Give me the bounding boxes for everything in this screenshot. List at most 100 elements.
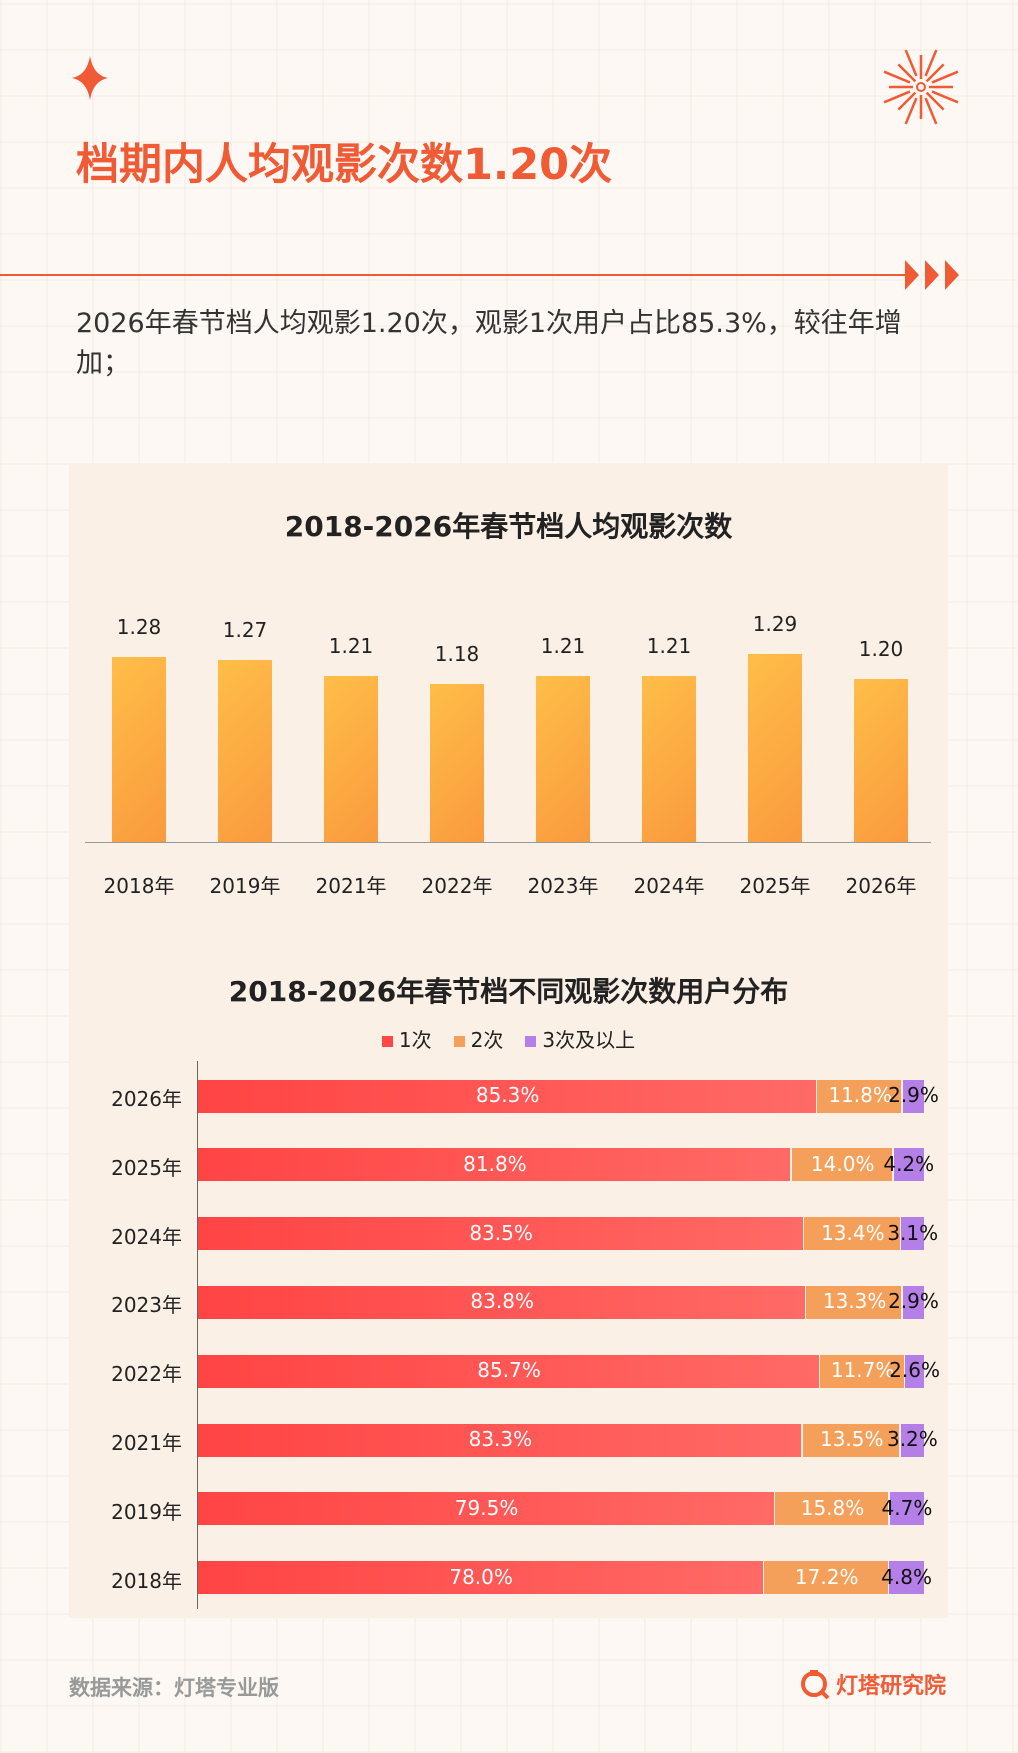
legend-item: 3次及以上 — [525, 1024, 635, 1053]
x-tick-label: 2019年 — [209, 874, 281, 898]
data-label: 83.3% — [468, 1427, 533, 1451]
bar — [748, 654, 802, 842]
data-label: 2.6% — [889, 1358, 940, 1383]
arrows-icon — [905, 260, 959, 290]
subtitle: 2026年春节档人均观影1.20次，观影1次用户占比85.3%，较往年增加； — [76, 308, 902, 379]
bar-segment — [791, 1148, 892, 1182]
page-title: 档期内人均观影次数1.20次 — [76, 140, 613, 190]
x-tick-label: 2022年 — [421, 874, 493, 898]
legend: 1次 2次 3次及以上 — [69, 1024, 948, 1053]
data-label: 4.2% — [883, 1151, 935, 1176]
data-label: 1.21 — [646, 634, 692, 659]
x-tick-label: 2024年 — [633, 874, 705, 898]
data-label: 78.0% — [449, 1564, 513, 1589]
x-axis — [85, 842, 931, 843]
y-tick-label: 2025年 — [111, 1155, 182, 1180]
bar-segment — [902, 1285, 924, 1319]
bar-segment — [198, 1423, 802, 1457]
bar-segment — [198, 1354, 819, 1388]
data-label: 2.9% — [888, 1289, 939, 1314]
bar-segment — [893, 1148, 924, 1182]
data-label: 2.9% — [888, 1083, 939, 1107]
bar-segment — [902, 1079, 924, 1113]
data-label: 1.21 — [328, 634, 374, 659]
firework-icon — [883, 49, 959, 125]
bar-segment — [806, 1285, 902, 1319]
bar-segment — [905, 1354, 924, 1388]
y-tick-label: 2019年 — [111, 1499, 182, 1524]
data-label: 1.21 — [540, 634, 586, 659]
sparkle-icon — [72, 56, 108, 100]
y-tick-label: 2026年 — [111, 1087, 182, 1111]
x-tick-label: 2018年 — [103, 874, 175, 898]
chart1-title: 2018-2026年春节档人均观影次数 — [284, 510, 733, 543]
y-tick-label: 2021年 — [111, 1431, 182, 1455]
bar-segment — [900, 1423, 924, 1457]
lighthouse-logo-icon — [801, 1670, 830, 1700]
data-label: 1.27 — [222, 617, 268, 642]
x-tick-label: 2025年 — [739, 874, 811, 898]
bar-segment — [198, 1148, 791, 1182]
data-label: 1.18 — [434, 642, 480, 667]
data-label: 14.0% — [810, 1151, 875, 1176]
data-source: 数据来源：灯塔专业版 — [69, 1676, 279, 1700]
bar — [324, 676, 378, 842]
chart2-title: 2018-2026年春节档不同观影次数用户分布 — [228, 975, 789, 1008]
data-label: 1.28 — [116, 615, 162, 640]
logo-text: 灯塔研究院 — [836, 1674, 947, 1699]
bar-segment — [817, 1079, 902, 1113]
data-label: 17.2% — [794, 1564, 859, 1589]
data-label: 85.3% — [475, 1083, 540, 1107]
y-tick-label: 2023年 — [111, 1293, 182, 1318]
data-label: 3.2% — [886, 1427, 938, 1451]
y-tick-label: 2024年 — [111, 1224, 182, 1249]
bar-segment — [889, 1492, 924, 1526]
logo: 灯塔研究院 — [800, 1668, 946, 1700]
data-label: 79.5% — [454, 1495, 519, 1520]
bar-segment — [889, 1561, 924, 1595]
legend-label: 1次 — [398, 1028, 432, 1052]
data-label: 1.20 — [858, 636, 904, 661]
data-label: 15.8% — [800, 1495, 865, 1520]
bar-segment — [198, 1079, 816, 1113]
legend-label: 3次及以上 — [542, 1028, 636, 1052]
bar — [536, 676, 590, 842]
bar-segment — [901, 1217, 924, 1251]
bar-segment — [775, 1492, 889, 1526]
data-label: 81.8% — [463, 1151, 527, 1176]
data-label: 4.8% — [881, 1564, 932, 1589]
legend-item: 1次 — [381, 1024, 432, 1053]
data-label: 83.8% — [470, 1289, 534, 1314]
data-label: 11.7% — [830, 1358, 895, 1383]
bar — [112, 657, 166, 842]
data-label: 13.4% — [821, 1220, 885, 1245]
bar-segment — [198, 1217, 803, 1251]
legend-item: 2次 — [453, 1024, 504, 1053]
bar — [642, 676, 696, 842]
bar — [854, 678, 908, 842]
y-tick-label: 2022年 — [111, 1362, 182, 1387]
data-label: 11.8% — [828, 1083, 892, 1107]
legend-label: 2次 — [470, 1028, 504, 1052]
bar-segment — [764, 1561, 888, 1595]
bar-segment — [198, 1492, 774, 1526]
y-axis — [197, 1061, 198, 1609]
data-label: 3.1% — [887, 1220, 939, 1245]
bar-segment — [198, 1561, 763, 1595]
x-tick-label: 2026年 — [845, 874, 917, 898]
bar-segment — [820, 1354, 904, 1388]
data-label: 4.7% — [881, 1495, 933, 1520]
bar — [430, 684, 484, 842]
bar — [218, 659, 272, 842]
divider — [0, 274, 905, 276]
bar-segment — [804, 1217, 900, 1251]
data-label: 13.5% — [819, 1427, 884, 1451]
bar-segment — [802, 1423, 900, 1457]
bar-segment — [198, 1285, 805, 1319]
data-label: 85.7% — [477, 1358, 541, 1383]
x-tick-label: 2021年 — [315, 874, 387, 898]
y-tick-label: 2018年 — [111, 1568, 182, 1593]
data-label: 83.5% — [469, 1220, 533, 1245]
data-label: 13.3% — [822, 1289, 887, 1314]
data-label: 1.29 — [752, 612, 798, 637]
